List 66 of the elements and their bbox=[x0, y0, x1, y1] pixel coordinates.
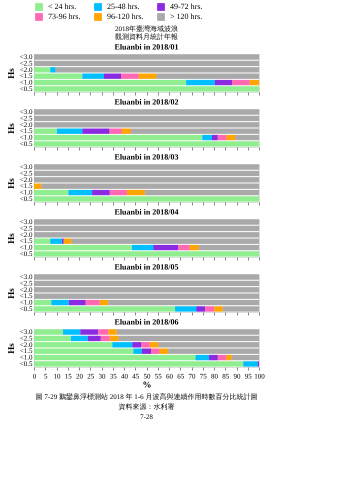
chart-title: Eluanbi in 2018/01 bbox=[114, 42, 179, 52]
bar bbox=[51, 300, 69, 306]
bar bbox=[218, 354, 226, 360]
y-axis-title: Hs bbox=[6, 178, 16, 189]
bar bbox=[132, 244, 154, 250]
bar bbox=[56, 128, 82, 134]
bar bbox=[132, 342, 142, 348]
bar bbox=[104, 73, 122, 79]
bar bbox=[121, 73, 139, 79]
bar bbox=[209, 354, 218, 360]
bar bbox=[82, 73, 104, 79]
bar bbox=[214, 80, 232, 86]
bar bbox=[153, 244, 178, 250]
bar bbox=[202, 134, 212, 140]
bar bbox=[226, 134, 236, 140]
bar bbox=[82, 128, 110, 134]
bar bbox=[175, 306, 196, 312]
chart-title: Eluanbi in 2018/06 bbox=[114, 318, 179, 327]
y-axis-title: Hs bbox=[6, 342, 16, 354]
bar bbox=[214, 306, 223, 312]
bar bbox=[178, 244, 190, 250]
legend-label: > 120 hrs. bbox=[170, 12, 202, 21]
chart-title: Eluanbi in 2018/04 bbox=[114, 208, 179, 217]
bar bbox=[112, 342, 132, 348]
bar bbox=[218, 134, 226, 140]
bar bbox=[92, 190, 110, 196]
bar bbox=[212, 134, 218, 140]
legend-label: 49-72 hrs. bbox=[170, 2, 202, 11]
bar bbox=[68, 190, 92, 196]
bar bbox=[100, 300, 108, 306]
y-axis-title: Hs bbox=[6, 288, 16, 299]
bar bbox=[250, 80, 259, 86]
legend-label: < 24 hrs. bbox=[48, 2, 76, 11]
bar bbox=[186, 80, 215, 86]
bar bbox=[110, 190, 127, 196]
bar bbox=[160, 348, 168, 354]
bar bbox=[141, 342, 150, 348]
bar bbox=[86, 300, 100, 306]
bar bbox=[226, 354, 232, 360]
chart-title: Eluanbi in 2018/05 bbox=[114, 262, 179, 272]
bar bbox=[50, 238, 62, 244]
bar bbox=[64, 238, 72, 244]
bar bbox=[138, 73, 156, 79]
chart-title: Eluanbi in 2018/03 bbox=[114, 152, 179, 162]
bar bbox=[133, 348, 142, 354]
bar bbox=[142, 348, 151, 354]
bar bbox=[151, 348, 160, 354]
bar bbox=[190, 244, 199, 250]
bar bbox=[50, 67, 56, 73]
legend-label: 73-96 hrs. bbox=[48, 12, 80, 21]
bar bbox=[68, 300, 86, 306]
legend-label: 25-48 hrs. bbox=[107, 2, 140, 11]
legend-label: 96-120 hrs. bbox=[107, 12, 144, 21]
chart-title: Eluanbi in 2018/02 bbox=[114, 98, 179, 107]
bar bbox=[109, 128, 122, 134]
bar bbox=[196, 354, 210, 360]
bar bbox=[205, 306, 214, 312]
x-axis-title: % bbox=[142, 380, 152, 390]
bar bbox=[122, 128, 131, 134]
y-axis-title: Hs bbox=[6, 68, 16, 79]
bar bbox=[150, 342, 158, 348]
y-axis-title: Hs bbox=[6, 232, 16, 244]
bar bbox=[232, 80, 250, 86]
bar bbox=[126, 190, 145, 196]
y-axis-title: Hs bbox=[6, 122, 16, 134]
bar bbox=[34, 183, 42, 189]
